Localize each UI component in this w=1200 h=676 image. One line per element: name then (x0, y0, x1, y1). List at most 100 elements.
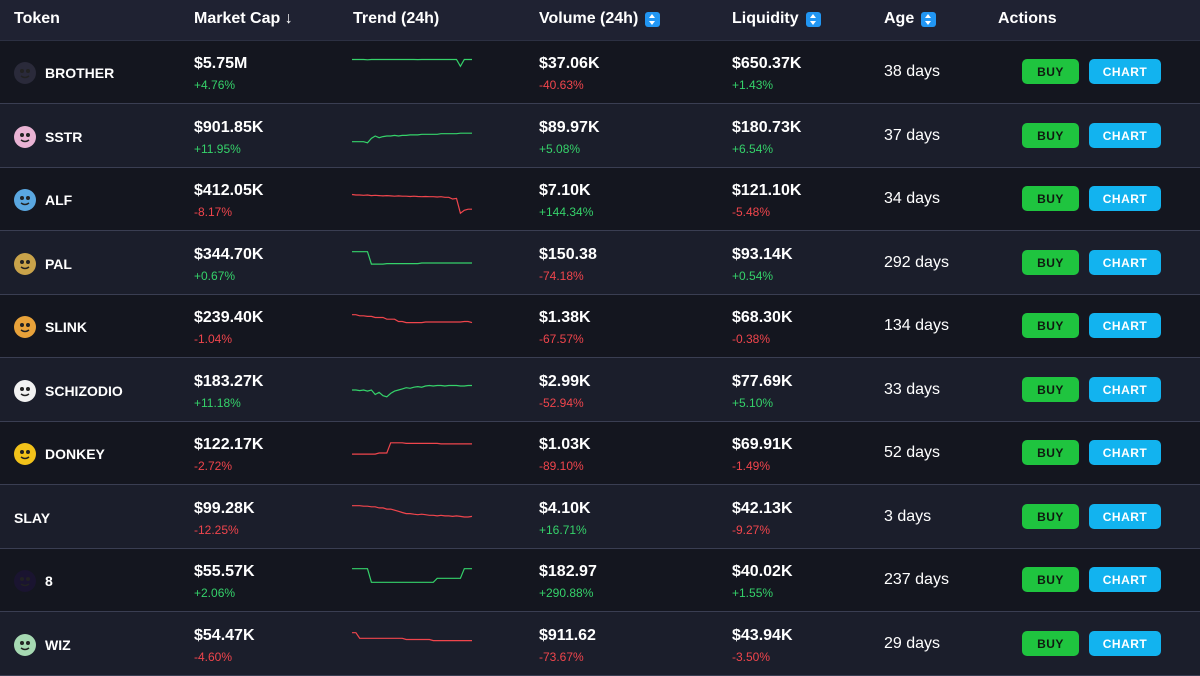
market-cap-value: $54.47K (194, 627, 255, 644)
table-row[interactable]: WIZ $54.47K -4.60% $911.62 -73.67% $43.9… (0, 613, 1200, 676)
trend-line (352, 442, 472, 455)
trend-sparkline (352, 251, 472, 265)
volume-value: $911.62 (539, 627, 596, 644)
volume-value: $182.97 (539, 563, 597, 580)
volume-change: -40.63% (539, 78, 584, 92)
market-cap-change: +11.95% (194, 142, 241, 156)
buy-button[interactable]: BUY (1022, 504, 1079, 529)
table-row[interactable]: 8 $55.57K +2.06% $182.97 +290.88% $40.02… (0, 549, 1200, 612)
token-cell[interactable]: PAL (14, 232, 72, 295)
token-symbol: ALF (45, 191, 73, 208)
market-cap-change: -4.60% (194, 650, 233, 664)
schizodio-avatar-icon (14, 379, 36, 402)
market-cap-value: $183.27K (194, 373, 264, 390)
buy-button[interactable]: BUY (1022, 313, 1079, 338)
buy-button[interactable]: BUY (1022, 59, 1079, 84)
buy-button[interactable]: BUY (1022, 440, 1079, 465)
sort-icon[interactable] (645, 11, 661, 27)
sort-icon[interactable] (805, 11, 821, 27)
liquidity-value: $77.69K (732, 373, 793, 390)
trend-line (352, 568, 472, 583)
table-header: Token Market Cap ↓ Trend (24h) Volume (2… (0, 0, 1200, 41)
volume-value: $2.99K (539, 373, 591, 390)
liquidity-change: -0.38% (732, 332, 771, 346)
header-liquidity[interactable]: Liquidity (732, 10, 821, 28)
header-age[interactable]: Age (884, 10, 937, 28)
liquidity-change: +1.43% (732, 78, 774, 92)
buy-button[interactable]: BUY (1022, 123, 1079, 148)
age-value: 292 days (884, 254, 949, 271)
token-symbol: WIZ (45, 636, 71, 653)
volume-value: $150.38 (539, 246, 597, 263)
table-row[interactable]: PAL $344.70K +0.67% $150.38 -74.18% $93.… (0, 232, 1200, 295)
volume-change: -67.57% (539, 332, 584, 346)
volume-change: +290.88% (539, 586, 594, 600)
trend-sparkline (352, 314, 473, 324)
chart-button[interactable]: CHART (1089, 59, 1161, 84)
market-cap-value: $344.70K (194, 246, 264, 263)
table-row[interactable]: BROTHER $5.75M +4.76% $37.06K -40.63% $6… (0, 41, 1200, 104)
trend-line (352, 384, 472, 398)
token-cell[interactable]: ALF (14, 168, 72, 231)
header-liquidity-label: Liquidity (732, 10, 799, 27)
volume-change: -73.67% (539, 650, 584, 664)
liquidity-change: +5.10% (732, 396, 774, 410)
volume-value: $37.06K (539, 55, 600, 72)
chart-button[interactable]: CHART (1089, 631, 1161, 656)
token-cell[interactable]: SSTR (14, 105, 82, 168)
table-row[interactable]: DONKEY $122.17K -2.72% $1.03K -89.10% $6… (0, 422, 1200, 485)
chart-button[interactable]: CHART (1089, 567, 1161, 592)
slink-avatar-icon (14, 315, 36, 338)
liquidity-value: $180.73K (732, 119, 802, 136)
table-row[interactable]: SSTR $901.85K +11.95% $89.97K +5.08% $18… (0, 105, 1200, 168)
trend-sparkline (352, 132, 472, 144)
table-row[interactable]: ALF $412.05K -8.17% $7.10K +144.34% $121… (0, 168, 1200, 231)
token-cell[interactable]: SLINK (14, 295, 87, 358)
chart-button[interactable]: CHART (1089, 440, 1161, 465)
liquidity-value: $121.10K (732, 182, 802, 199)
header-volume[interactable]: Volume (24h) (539, 10, 661, 28)
buy-button[interactable]: BUY (1022, 377, 1079, 402)
trend-sparkline (352, 568, 472, 583)
age-value: 33 days (884, 381, 941, 398)
token-cell[interactable]: SCHIZODIO (14, 359, 123, 422)
trend-line (352, 251, 472, 265)
table-row[interactable]: SLAY $99.28K -12.25% $4.10K +16.71% $42.… (0, 486, 1200, 549)
token-cell[interactable]: WIZ (14, 613, 71, 676)
chart-button[interactable]: CHART (1089, 186, 1161, 211)
chart-button[interactable]: CHART (1089, 504, 1161, 529)
liquidity-change: -5.48% (732, 205, 771, 219)
header-market-cap[interactable]: Market Cap ↓ (194, 10, 293, 28)
chart-button[interactable]: CHART (1089, 377, 1161, 402)
chart-button[interactable]: CHART (1089, 123, 1161, 148)
table-row[interactable]: SCHIZODIO $183.27K +11.18% $2.99K -52.94… (0, 359, 1200, 422)
liquidity-value: $40.02K (732, 563, 793, 580)
sort-icon[interactable] (921, 11, 937, 27)
buy-button[interactable]: BUY (1022, 250, 1079, 275)
buy-button[interactable]: BUY (1022, 186, 1079, 211)
volume-value: $7.10K (539, 182, 591, 199)
header-market-cap-label: Market Cap ↓ (194, 10, 293, 27)
trend-sparkline (352, 632, 472, 642)
token-cell[interactable]: SLAY (14, 486, 50, 549)
sstr-avatar-icon (14, 125, 36, 148)
trend-line (352, 632, 472, 642)
buy-button[interactable]: BUY (1022, 567, 1079, 592)
table-row[interactable]: SLINK $239.40K -1.04% $1.38K -67.57% $68… (0, 295, 1200, 358)
buy-button[interactable]: BUY (1022, 631, 1079, 656)
token-cell[interactable]: BROTHER (14, 41, 114, 104)
volume-value: $1.03K (539, 436, 591, 453)
token-symbol: BROTHER (45, 64, 115, 81)
age-value: 38 days (884, 63, 941, 80)
age-value: 29 days (884, 635, 941, 652)
chart-button[interactable]: CHART (1089, 250, 1161, 275)
token-cell[interactable]: DONKEY (14, 422, 105, 485)
trend-sparkline (351, 193, 472, 215)
market-cap-change: -2.72% (194, 459, 233, 473)
token-cell[interactable]: 8 (14, 549, 53, 612)
pal-avatar-icon (14, 252, 36, 275)
header-token: Token (14, 10, 60, 27)
chart-button[interactable]: CHART (1089, 313, 1161, 338)
brother-avatar-icon (14, 61, 36, 84)
liquidity-value: $650.37K (732, 55, 802, 72)
